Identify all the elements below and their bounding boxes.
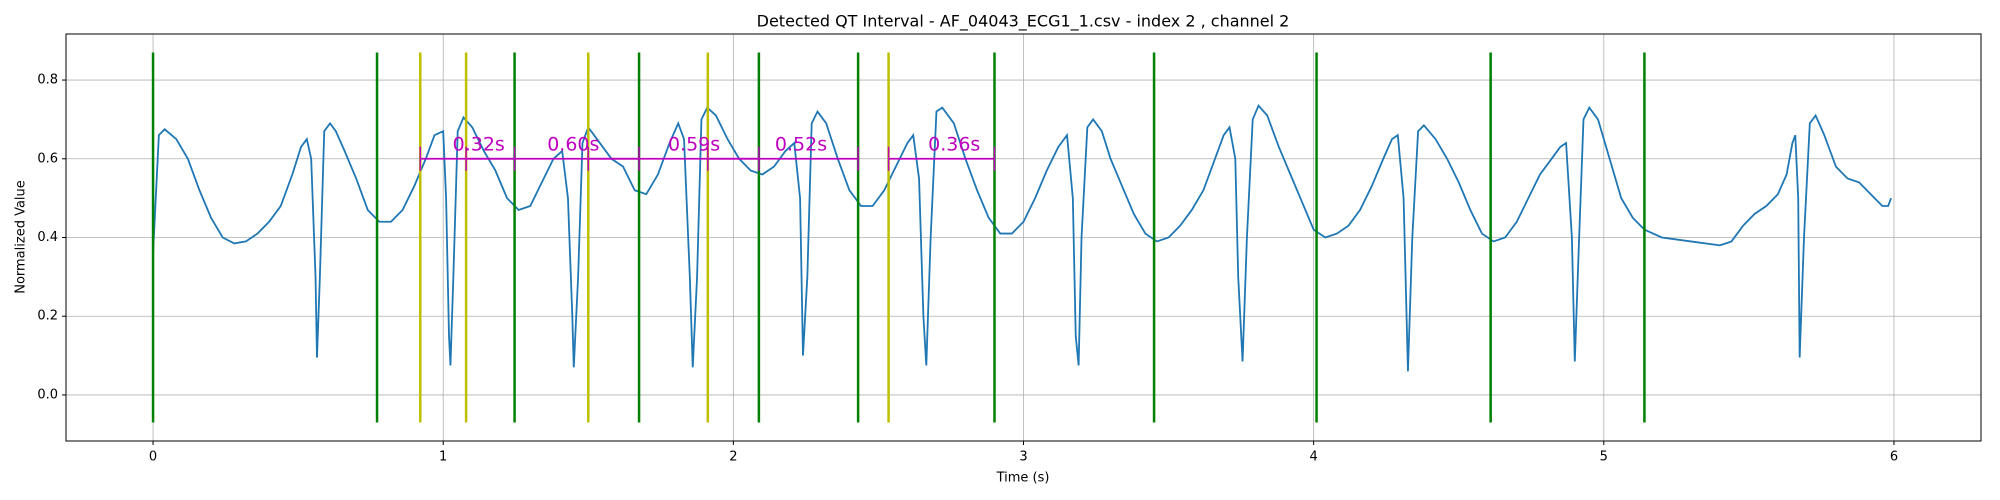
x-tick-label: 3 xyxy=(1019,450,1027,465)
plot-frame xyxy=(65,33,1982,442)
x-tick-label: 4 xyxy=(1310,450,1318,465)
y-axis-label: Normalized Value xyxy=(14,180,29,294)
interval-label: 0.59s xyxy=(668,133,720,155)
interval-label: 0.52s xyxy=(775,133,827,155)
y-tick-label: 0.0 xyxy=(37,387,58,402)
y-tick-label: 0.4 xyxy=(37,230,58,245)
y-tick-label: 0.8 xyxy=(37,73,58,88)
y-tick-label: 0.6 xyxy=(37,151,58,166)
interval-label: 0.60s xyxy=(547,133,599,155)
x-axis-label: Time (s) xyxy=(996,471,1050,486)
interval-label: 0.36s xyxy=(928,133,980,155)
x-tick-label: 0 xyxy=(149,450,157,465)
ecg-line xyxy=(152,103,1892,372)
chart-title: Detected QT Interval - AF_04043_ECG1_1.c… xyxy=(757,12,1290,32)
x-tick-label: 2 xyxy=(729,450,737,465)
x-tick-label: 6 xyxy=(1890,450,1898,465)
y-tick-label: 0.2 xyxy=(37,309,58,324)
x-tick-label: 5 xyxy=(1600,450,1608,465)
interval-label: 0.32s xyxy=(453,133,505,155)
x-tick-label: 1 xyxy=(439,450,447,465)
